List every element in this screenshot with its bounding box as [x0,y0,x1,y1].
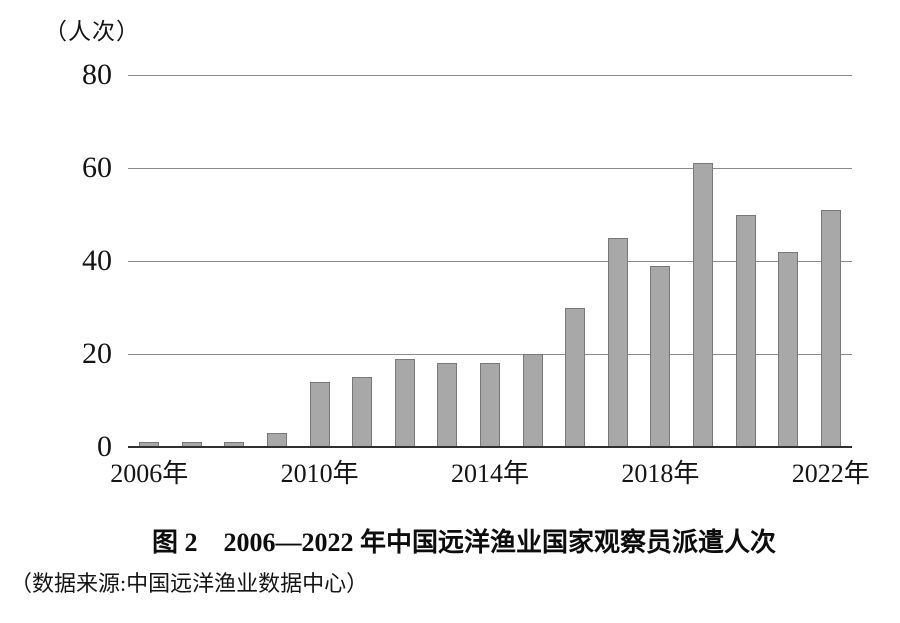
gridline-y-80 [128,75,852,76]
bar-2011 [352,377,373,447]
gridline-y-60 [128,168,852,169]
bar-2017 [607,237,628,447]
bar-2020 [735,214,756,447]
x-tick-label-2010: 2010年 [280,459,359,488]
bar-2007 [181,442,202,447]
y-tick-label-80: 80 [82,58,112,91]
bar-2010 [309,381,330,447]
y-tick-label-20: 20 [82,337,112,370]
bar-2009 [267,433,288,447]
bar-2014 [480,363,500,447]
x-tick-label-2022: 2022年 [791,459,870,488]
bar-2013 [437,363,458,447]
bar-2012 [394,358,415,447]
x-axis-line [128,446,852,448]
y-tick-label-0: 0 [97,430,112,463]
bar-2021 [778,251,799,447]
figure-title: 图 2 2006—2022 年中国远洋渔业国家观察员派遣人次 [151,528,776,557]
bar-2006 [139,442,160,447]
y-tick-label-60: 60 [82,151,112,184]
bar-2008 [224,442,245,447]
gridline-y-20 [128,354,852,355]
x-tick-label-2018: 2018年 [621,459,700,488]
bar-2022 [820,209,841,447]
y-axis-unit-label: （人次） [44,19,140,44]
bar-2015 [522,354,543,447]
bar-2019 [692,163,713,447]
bar-2016 [565,307,586,447]
gridline-y-40 [128,261,852,262]
x-tick-label-2014: 2014年 [450,459,530,488]
bar-2018 [650,265,671,447]
data-source-note: （数据来源:中国远洋渔业数据中心） [10,571,369,596]
bar-chart-plot-area [128,75,852,448]
y-tick-label-40: 40 [82,244,112,277]
x-tick-label-2006: 2006年 [110,459,189,488]
